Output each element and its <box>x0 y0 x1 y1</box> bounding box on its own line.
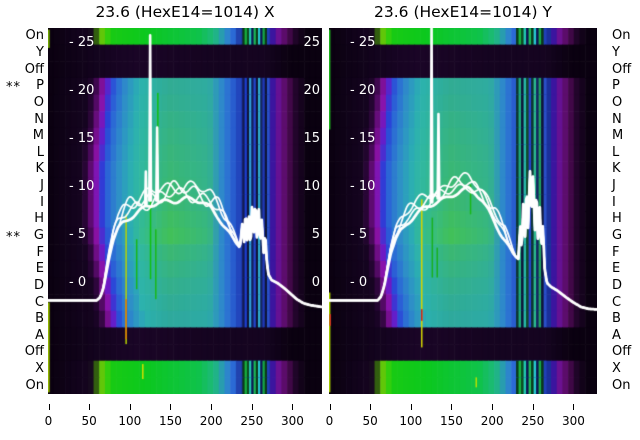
row-label-right-o-4: O <box>612 94 623 110</box>
panel-x-title: 23.6 (HexE14=1014) X <box>95 3 275 21</box>
row-label-left-d-15: D <box>33 277 44 293</box>
row-label-right-n-5: N <box>612 111 622 127</box>
row-label-right-i-10: I <box>612 194 616 210</box>
xtick-mark <box>129 404 131 410</box>
row-label-right-m-6: M <box>612 128 624 144</box>
row-label-right-e-14: E <box>612 261 621 277</box>
xtick-label-x-200: 200 <box>199 414 223 428</box>
row-label-left-x-20: X <box>35 361 44 377</box>
ytick-inside-right-5: - 5 <box>350 227 368 242</box>
row-label-left-i-10: I <box>40 194 44 210</box>
row-label-left-l-7: L <box>36 144 44 160</box>
row-label-left-n-5: N <box>34 111 44 127</box>
row-label-right-off-19: Off <box>612 344 632 360</box>
xtick-mark <box>329 404 331 410</box>
ytick-between-5: 5 <box>311 227 320 242</box>
ytick-inside-right-15: - 15 <box>350 131 376 146</box>
row-label-right-b-17: B <box>612 311 621 327</box>
row-label-left-off-19: Off <box>24 344 44 360</box>
row-label-right-f-13: F <box>612 244 620 260</box>
row-label-left-g-12: G ** <box>6 227 44 245</box>
xtick-label-x-300: 300 <box>281 414 304 428</box>
ytick-inside-left-5: - 5 <box>69 227 87 242</box>
xtick-mark <box>573 404 575 410</box>
row-label-right-j-9: J <box>612 178 616 194</box>
row-label-right-p-3: P <box>612 78 620 94</box>
row-label-left-e-14: E <box>35 261 44 277</box>
ytick-between-0: 0 <box>311 275 320 290</box>
xtick-label-y-300: 300 <box>562 414 585 428</box>
ytick-inside-left-25: - 25 <box>69 35 95 50</box>
row-label-right-a-18: A <box>612 327 621 343</box>
xtick-label-x-150: 150 <box>159 414 182 428</box>
row-marker: ** <box>6 229 21 245</box>
ytick-between-15: 15 <box>303 131 320 146</box>
row-label-right-k-8: K <box>612 161 621 177</box>
ytick-inside-left-15: - 15 <box>69 131 95 146</box>
ytick-inside-left-10: - 10 <box>69 179 95 194</box>
row-label-right-x-20: X <box>612 361 621 377</box>
row-label-left-y-1: Y <box>36 44 44 60</box>
row-label-left-a-18: A <box>35 327 44 343</box>
row-label-right-y-1: Y <box>612 44 620 60</box>
row-label-left-m-6: M <box>32 128 44 144</box>
row-label-left-c-16: C <box>34 294 44 310</box>
ytick-inside-left-0: - 0 <box>69 275 87 290</box>
xtick-label-x-250: 250 <box>240 414 264 428</box>
row-label-right-h-11: H <box>612 211 622 227</box>
ytick-between-10: 10 <box>303 179 320 194</box>
row-label-left-j-9: J <box>40 178 44 194</box>
row-label-left-p-3: P ** <box>6 78 44 96</box>
row-label-right-g-12: G <box>612 227 623 243</box>
row-label-left-h-11: H <box>34 211 44 227</box>
row-label-right-c-16: C <box>612 294 622 310</box>
row-label-right-on-0: On <box>612 28 631 44</box>
xtick-mark <box>532 404 534 410</box>
row-marker: ** <box>6 80 21 96</box>
xtick-mark <box>370 404 372 410</box>
xtick-mark <box>410 404 412 410</box>
row-label-left-on-21: On <box>25 377 44 393</box>
xtick-mark <box>170 404 172 410</box>
ytick-between-25: 25 <box>303 35 320 50</box>
row-label-left-f-13: F <box>36 244 44 260</box>
xtick-label-y-150: 150 <box>440 414 463 428</box>
ytick-inside-right-0: - 0 <box>350 275 368 290</box>
ytick-inside-right-25: - 25 <box>350 35 376 50</box>
row-label-left-off-2: Off <box>24 61 44 77</box>
xtick-label-y-250: 250 <box>521 414 545 428</box>
xtick-mark <box>211 404 213 410</box>
xtick-label-x-50: 50 <box>81 414 97 428</box>
xtick-label-y-200: 200 <box>480 414 504 428</box>
xtick-mark <box>451 404 453 410</box>
xtick-mark <box>48 404 50 410</box>
row-label-left-on-0: On <box>25 28 44 44</box>
row-label-left-o-4: O <box>33 94 44 110</box>
row-label-right-off-2: Off <box>612 61 632 77</box>
ytick-inside-left-20: - 20 <box>69 83 95 98</box>
panel-y-title: 23.6 (HexE14=1014) Y <box>374 3 552 21</box>
heatmap-x-canvas <box>48 28 322 394</box>
heatmap-y-canvas <box>329 28 597 394</box>
row-label-left-b-17: B <box>35 311 44 327</box>
xtick-label-y-100: 100 <box>399 414 423 428</box>
xtick-mark <box>492 404 494 410</box>
xtick-mark <box>251 404 253 410</box>
row-label-left-k-8: K <box>35 161 44 177</box>
ytick-inside-right-10: - 10 <box>350 179 376 194</box>
xtick-mark <box>292 404 294 410</box>
row-label-right-d-15: D <box>612 277 623 293</box>
ytick-between-20: 20 <box>303 83 320 98</box>
row-label-right-l-7: L <box>612 144 620 160</box>
xtick-label-x-0: 0 <box>44 414 53 428</box>
xtick-label-y-50: 50 <box>362 414 378 428</box>
xtick-label-y-0: 0 <box>325 414 334 428</box>
ytick-inside-right-20: - 20 <box>350 83 376 98</box>
xtick-label-x-100: 100 <box>118 414 142 428</box>
row-label-right-on-21: On <box>612 377 631 393</box>
xtick-mark <box>89 404 91 410</box>
